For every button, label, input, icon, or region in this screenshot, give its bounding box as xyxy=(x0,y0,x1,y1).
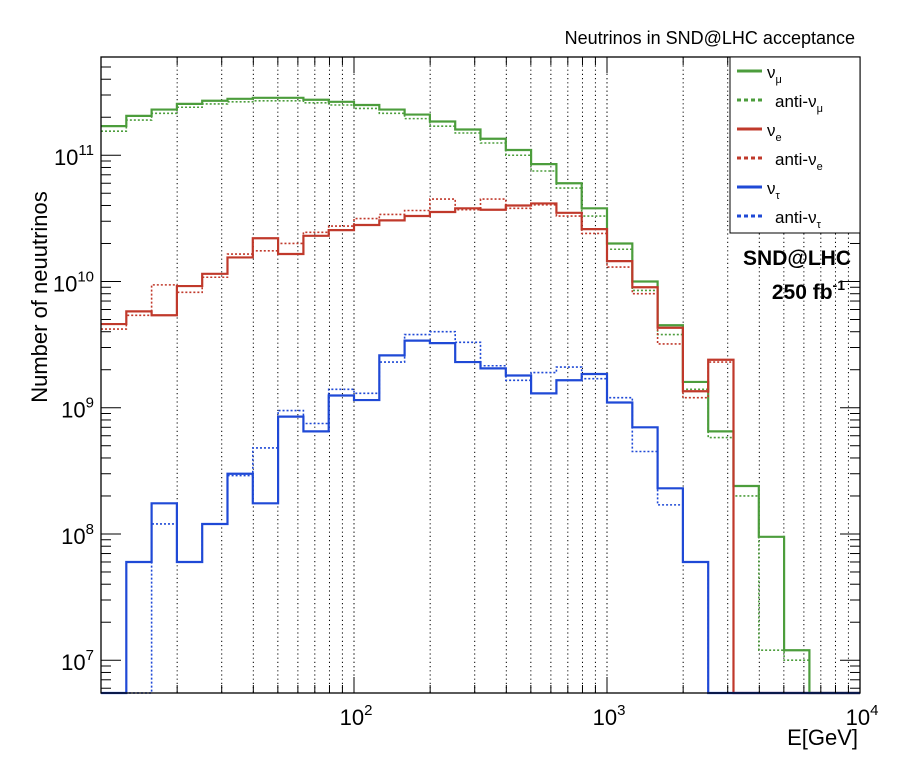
legend-label: anti-νe xyxy=(775,150,823,173)
y-tick-label: 108 xyxy=(61,521,94,549)
legend-prefix: anti- xyxy=(775,92,808,111)
tick-exponent: 11 xyxy=(78,142,94,159)
legend-prefix: anti- xyxy=(775,208,808,227)
y-tick-label: 1011 xyxy=(54,142,94,170)
series-line-0 xyxy=(101,96,860,695)
legend-box xyxy=(729,56,861,234)
legend-subscript: μ xyxy=(776,74,782,86)
legend-subscript: τ xyxy=(776,190,781,202)
tick-base: 10 xyxy=(61,398,85,423)
annotation-snd-lhc: SND@LHC xyxy=(743,247,851,270)
x-tick-label: 104 xyxy=(846,702,879,730)
y-tick-label: 109 xyxy=(61,395,94,423)
series-line-5 xyxy=(101,330,860,694)
legend-symbol: ν xyxy=(767,121,776,140)
legend-symbol: ν xyxy=(808,150,817,169)
series-line-4 xyxy=(101,339,860,695)
tick-exponent: 7 xyxy=(86,647,94,664)
tick-base: 10 xyxy=(340,705,364,730)
legend-label: anti-νμ xyxy=(775,92,823,115)
x-axis-label: E[GeV] xyxy=(787,725,858,750)
legend-symbol: ν xyxy=(767,179,776,198)
x-tick-label: 102 xyxy=(340,702,373,730)
tick-exponent: 2 xyxy=(364,702,372,719)
tick-exponent: 8 xyxy=(86,521,94,538)
legend-label: ντ xyxy=(767,179,781,202)
tick-exponent: 9 xyxy=(86,395,94,412)
legend-label: νμ xyxy=(767,63,782,86)
legend-label: anti-ντ xyxy=(775,208,822,231)
y-axis-label: Number of neuutrinos xyxy=(27,191,52,403)
y-tick-label: 1010 xyxy=(53,268,94,296)
tick-exponent: 4 xyxy=(870,702,878,719)
plot-frame xyxy=(100,56,861,694)
annotation-luminosity: 250 fb-1 xyxy=(772,277,845,304)
legend-symbol: ν xyxy=(808,92,817,111)
tick-base: 10 xyxy=(61,650,85,675)
tick-base: 10 xyxy=(54,145,78,170)
series-line-3 xyxy=(101,198,860,694)
legend-symbol: ν xyxy=(767,63,776,82)
legend-subscript: e xyxy=(776,132,782,144)
legend-prefix: anti- xyxy=(775,150,808,169)
y-tick-label: 107 xyxy=(61,647,94,675)
tick-base: 10 xyxy=(61,524,85,549)
tick-exponent: 10 xyxy=(77,268,94,285)
tick-base: 10 xyxy=(53,271,77,296)
tick-base: 10 xyxy=(846,705,870,730)
luminosity-value: 250 fb xyxy=(772,281,833,304)
legend-symbol: ν xyxy=(808,208,817,227)
series-group xyxy=(101,96,860,695)
luminosity-exponent: -1 xyxy=(833,277,846,293)
legend-subscript: e xyxy=(817,161,823,173)
legend-label: νe xyxy=(767,121,782,144)
tick-base: 10 xyxy=(593,705,617,730)
tick-exponent: 3 xyxy=(617,702,625,719)
legend-subscript: τ xyxy=(817,219,822,231)
chart-title: Neutrinos in SND@LHC acceptance xyxy=(565,28,855,48)
legend-subscript: μ xyxy=(817,103,823,115)
x-tick-label: 103 xyxy=(593,702,626,730)
